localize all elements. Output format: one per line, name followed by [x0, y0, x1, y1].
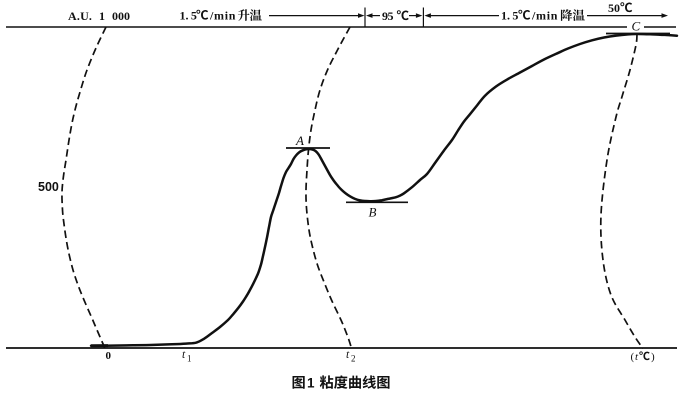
svg-text:(: (	[631, 351, 635, 363]
svg-text:0: 0	[106, 350, 112, 362]
svg-text:50: 50	[608, 1, 620, 15]
svg-text:A: A	[295, 133, 304, 148]
svg-text:t: t	[635, 351, 639, 363]
svg-text:C: C	[632, 19, 641, 34]
svg-text:/min: /min	[209, 9, 236, 23]
svg-text:2: 2	[351, 354, 356, 364]
svg-text:95: 95	[382, 9, 394, 23]
svg-text:t: t	[182, 349, 186, 361]
svg-text:1: 1	[307, 376, 315, 391]
svg-text:000: 000	[112, 9, 130, 23]
svg-text:1: 1	[187, 354, 192, 364]
svg-text:1. 5: 1. 5	[180, 9, 197, 23]
svg-text:1: 1	[99, 9, 105, 23]
svg-text:/min: /min	[531, 9, 558, 23]
svg-text:1. 5: 1. 5	[501, 9, 518, 23]
svg-text:t: t	[346, 349, 350, 361]
svg-text:B: B	[369, 205, 377, 220]
svg-text:): )	[651, 351, 655, 363]
svg-text:A.U.: A.U.	[68, 9, 92, 23]
svg-text:500: 500	[38, 180, 59, 194]
